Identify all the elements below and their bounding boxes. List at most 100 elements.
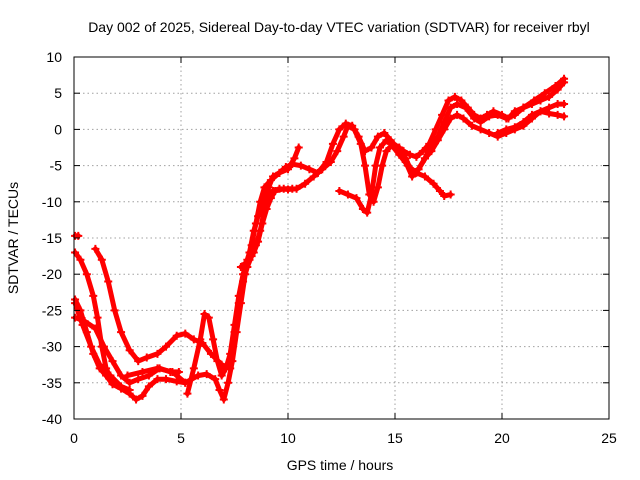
data-point-marker <box>328 139 337 148</box>
data-point-marker <box>125 386 134 395</box>
data-point-marker <box>241 259 250 268</box>
data-point-marker <box>363 208 372 217</box>
data-point-marker <box>341 119 350 128</box>
data-point-marker <box>504 114 513 123</box>
data-point-marker <box>153 349 162 358</box>
data-point-marker <box>294 143 303 152</box>
data-point-marker <box>183 389 192 398</box>
data-point-marker <box>117 382 126 391</box>
data-point-marker <box>123 371 132 380</box>
data-point-marker <box>138 391 147 400</box>
data-point-marker <box>211 375 220 384</box>
data-point-marker <box>87 342 96 351</box>
data-point-marker <box>367 190 376 199</box>
data-point-marker <box>117 328 126 337</box>
data-point-marker <box>76 255 85 264</box>
y-tick-label: -30 <box>42 339 62 355</box>
data-point-marker <box>335 125 344 134</box>
data-point-marker <box>290 154 299 163</box>
data-point-marker <box>226 357 235 366</box>
data-point-marker <box>125 346 134 355</box>
data-point-marker <box>296 161 305 170</box>
data-point-marker <box>530 96 539 105</box>
data-point-marker <box>453 110 462 119</box>
data-point-marker <box>333 147 342 156</box>
data-point-marker <box>420 172 429 181</box>
data-point-marker <box>309 172 318 181</box>
y-tick-label: -25 <box>42 302 62 318</box>
data-point-marker <box>99 342 108 351</box>
data-point-marker <box>339 132 348 141</box>
data-point-marker <box>527 110 536 119</box>
data-point-marker <box>498 110 506 119</box>
data-point-marker <box>510 107 519 116</box>
x-tick-label: 5 <box>177 430 185 446</box>
y-tick-label: 10 <box>46 49 62 65</box>
data-point-marker <box>367 143 376 152</box>
data-point-marker <box>322 157 331 166</box>
data-point-marker <box>264 183 273 192</box>
data-point-marker <box>279 184 288 193</box>
data-point-marker <box>545 109 554 118</box>
data-point-marker <box>485 129 494 138</box>
data-point-marker <box>204 313 213 322</box>
data-point-marker <box>108 380 117 389</box>
data-point-marker <box>380 129 389 138</box>
data-point-marker <box>551 81 560 90</box>
data-point-marker <box>463 103 472 112</box>
data-point-marker <box>450 92 459 101</box>
x-tick-label: 20 <box>494 430 510 446</box>
data-point-marker <box>230 328 239 337</box>
data-point-marker <box>459 114 468 123</box>
data-point-marker <box>110 306 119 315</box>
data-point-marker <box>386 139 395 148</box>
data-point-marker <box>275 168 284 177</box>
y-tick-label: -35 <box>42 375 62 391</box>
y-axis-label: SDTVAR / TECUs <box>5 182 21 294</box>
data-point-marker <box>493 129 502 138</box>
data-point-marker <box>470 110 479 119</box>
data-point-marker <box>200 310 209 319</box>
data-point-marker <box>361 161 370 170</box>
data-point-marker <box>209 335 218 344</box>
data-point-marker <box>138 367 147 376</box>
data-point-marker <box>348 121 357 130</box>
x-axis-label: GPS time / hours <box>287 457 394 473</box>
data-point-marker <box>510 123 519 132</box>
data-point-marker <box>181 329 190 338</box>
data-point-marker <box>78 320 87 329</box>
data-point-marker <box>440 192 449 201</box>
data-point-marker <box>288 160 297 169</box>
data-point-marker <box>483 110 492 119</box>
data-point-marker <box>435 186 444 195</box>
data-point-marker <box>405 150 414 159</box>
data-point-marker <box>519 103 528 112</box>
data-point-marker <box>288 184 297 193</box>
x-tick-label: 10 <box>280 430 296 446</box>
data-point-marker <box>172 331 181 340</box>
data-point-marker <box>545 92 554 101</box>
data-point-marker <box>433 136 442 145</box>
data-point-marker <box>82 270 91 279</box>
data-point-marker <box>412 152 421 161</box>
data-point-marker <box>560 74 569 83</box>
data-point-marker <box>217 371 226 380</box>
data-point-marker <box>189 364 198 373</box>
x-tick-label: 15 <box>387 430 403 446</box>
data-point-marker <box>254 237 263 246</box>
data-point-marker <box>418 147 427 156</box>
data-point-marker <box>382 136 391 145</box>
data-point-marker <box>249 248 258 257</box>
data-point-marker <box>213 357 222 366</box>
data-point-marker <box>476 125 485 134</box>
data-point-marker <box>540 89 549 98</box>
data-point-marker <box>168 367 177 376</box>
data-point-marker <box>305 165 314 174</box>
data-point-marker <box>91 324 100 333</box>
x-tick-label: 25 <box>601 430 617 446</box>
data-point-marker <box>425 139 434 148</box>
data-point-marker <box>215 386 224 395</box>
data-point-marker <box>502 125 511 134</box>
data-point-marker <box>444 96 453 105</box>
